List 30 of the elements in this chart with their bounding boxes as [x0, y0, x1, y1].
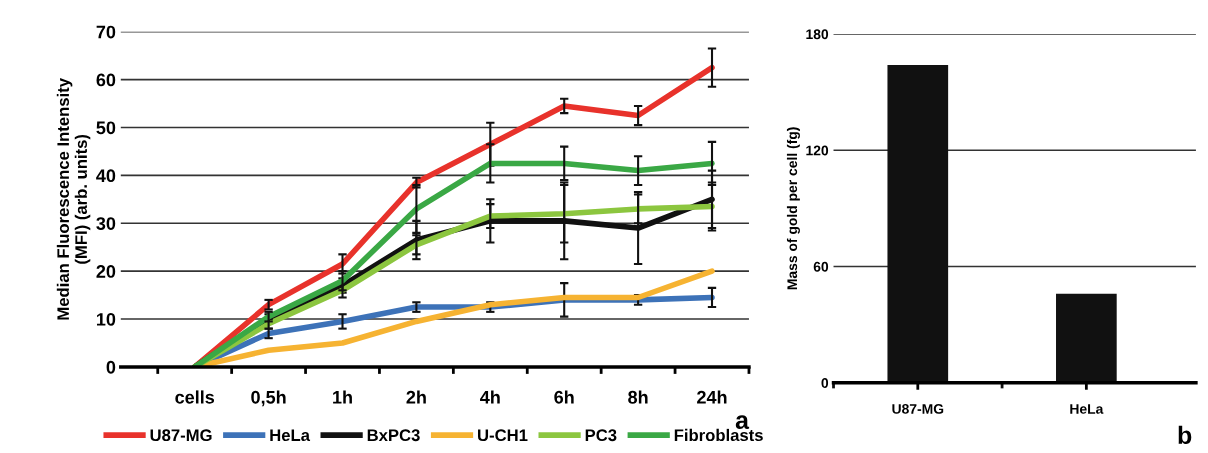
legend-label: HeLa	[270, 429, 311, 442]
y-tick-label: 40	[96, 169, 116, 183]
x-tick-label: 2h	[406, 390, 426, 404]
y-tick-label: 60	[96, 73, 116, 87]
y-tick-label: 60	[813, 261, 829, 272]
x-tick-label: 4h	[480, 390, 500, 404]
legend-label: Fibroblasts	[674, 428, 763, 442]
y-tick-label: 50	[96, 121, 116, 135]
legend-label: U-CH1	[478, 429, 528, 442]
y-tick-label: 180	[806, 29, 829, 40]
x-tick-label: 8h	[628, 390, 648, 404]
y-tick-label: 0	[821, 378, 829, 388]
text: b	[1178, 425, 1192, 445]
y-axis-title: Median Fluorescence Intensity (MFI) (arb. units)	[56, 78, 91, 320]
y-tick-label: 20	[96, 265, 116, 278]
legend-label: U87-MG	[150, 429, 212, 442]
y-tick-label: 10	[96, 312, 116, 326]
text: a	[735, 415, 750, 430]
x-tick-label: cells	[175, 390, 215, 404]
x-tick-label: 24h	[697, 390, 727, 404]
legend-label: PC3	[585, 429, 617, 442]
y-tick-label: 0	[106, 360, 116, 374]
x-tick-label: 6h	[554, 390, 574, 404]
y-axis-title: Mass of gold per cell (fg)	[786, 127, 800, 290]
y-tick-label: 120	[806, 145, 829, 156]
legend-label: BxPC3	[367, 429, 420, 442]
x-tick-label: 0,5h	[251, 390, 286, 407]
y-tick-label: 30	[96, 217, 116, 231]
y-tick-label: 70	[96, 25, 116, 39]
x-tick-label: 1h	[333, 390, 352, 404]
